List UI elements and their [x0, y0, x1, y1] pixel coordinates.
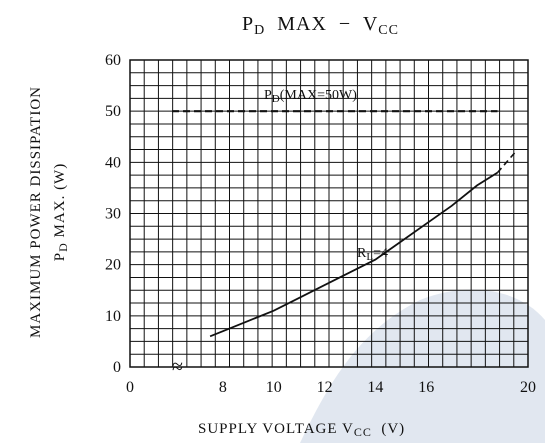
- tick-labels: 0 10 20 30 40 50 60 0 8 10 12 14 16 20: [105, 52, 536, 396]
- y-axis-label-line2: PD MAX. (W): [52, 163, 70, 261]
- y-tick-label: 60: [105, 52, 121, 69]
- y-tick-label: 40: [105, 154, 121, 171]
- ylabel-p-sub: D: [56, 242, 70, 252]
- x-tick-label: 8: [219, 379, 227, 396]
- x-tick-label: 10: [266, 379, 282, 396]
- chart-title: PD MAX − VCC: [242, 13, 399, 38]
- x-tick-label: 20: [520, 379, 536, 396]
- pd-label-sub: D: [272, 93, 280, 105]
- pd-label-rest: (MAX=50W): [280, 88, 357, 103]
- plot-frame: [129, 59, 529, 368]
- y-tick-label: 50: [105, 103, 121, 120]
- y-tick-label: 10: [105, 308, 121, 325]
- ylabel-p: P: [52, 252, 68, 261]
- y-tick-label: 30: [105, 206, 121, 223]
- y-axis-label-line1: MAXIMUM POWER DISSIPATION: [28, 86, 44, 338]
- title-p-sub: D: [254, 23, 265, 38]
- y-tick-label: 20: [105, 257, 121, 274]
- rl-annotation: RL=4: [357, 246, 388, 263]
- title-middle: MAX − V: [265, 13, 378, 35]
- axis-break-mark: ≈: [172, 356, 183, 378]
- x-tick-label: 12: [317, 379, 333, 396]
- series-line-1: [496, 151, 516, 174]
- x-tick-label: 14: [367, 379, 383, 396]
- xlabel-unit: (V): [372, 421, 405, 437]
- rl-label-rest: =4: [373, 246, 388, 261]
- title-v-sub: CC: [378, 23, 399, 38]
- pd-max-annotation: PD(MAX=50W): [264, 88, 357, 105]
- rl-label-r: R: [357, 246, 367, 261]
- xlabel-sub: CC: [354, 425, 372, 439]
- series-line-0: [209, 171, 498, 338]
- x-axis-label: SUPPLY VOLTAGE VCC (V): [198, 421, 405, 439]
- ylabel-rest: MAX. (W): [52, 163, 68, 242]
- y-tick-label: 0: [113, 359, 121, 376]
- x-tick-label: 16: [418, 379, 434, 396]
- xlabel-main: SUPPLY VOLTAGE V: [198, 421, 354, 437]
- grid: [130, 60, 528, 367]
- title-p: P: [242, 13, 254, 35]
- series-group: [172, 110, 516, 338]
- pd-label-p: P: [264, 88, 272, 103]
- rl-label-sub: L: [366, 251, 373, 263]
- x-tick-label: 0: [126, 379, 134, 396]
